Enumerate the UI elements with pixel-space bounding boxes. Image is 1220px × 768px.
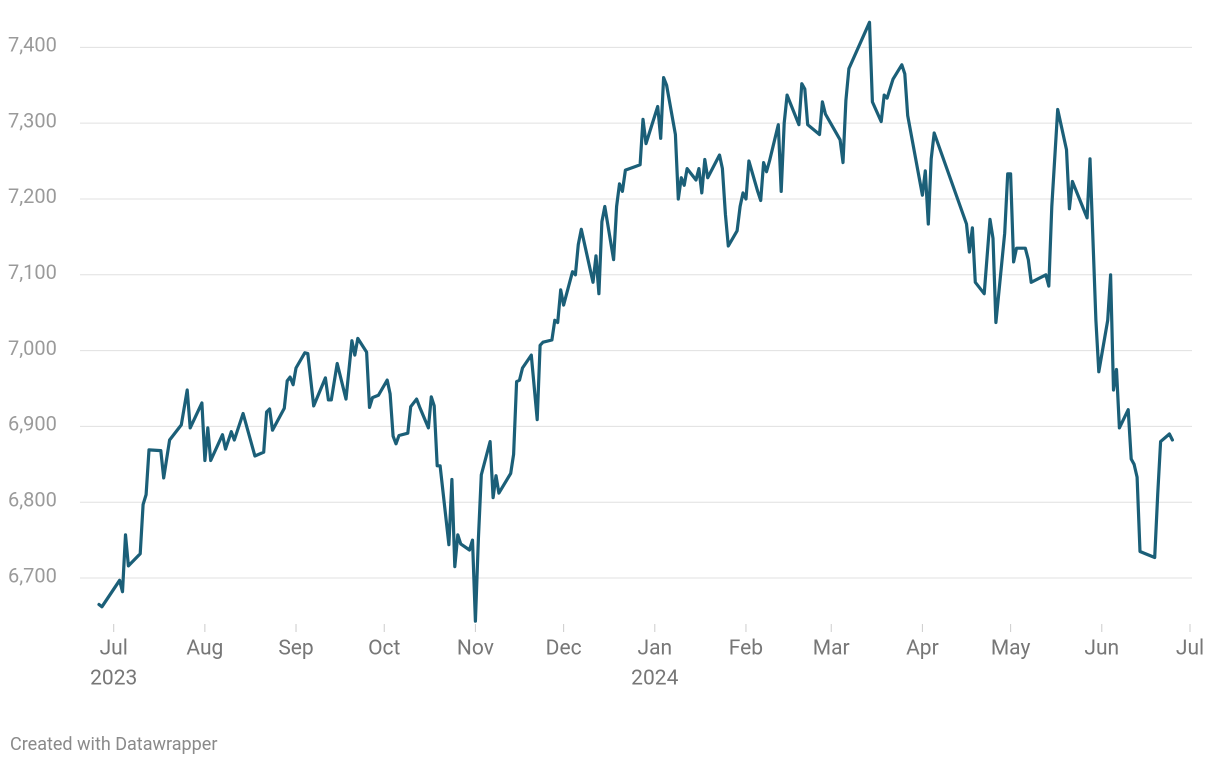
x-tick-label: Mar	[813, 637, 850, 661]
x-tick-label: Oct	[368, 637, 400, 661]
x-tick-label: Aug	[186, 637, 223, 661]
line	[97, 20, 1174, 623]
x-tick-label: Nov	[457, 637, 494, 661]
y-tick-label: 6,800	[8, 487, 57, 511]
y-tick-label: 7,100	[8, 260, 57, 284]
y-tick-label: 7,300	[8, 108, 57, 132]
y-tick-label: 6,700	[8, 563, 57, 587]
x-tick-label: Jul	[100, 637, 128, 661]
x-tick-label: Jun	[1084, 637, 1119, 661]
x-tick-label: Feb	[729, 637, 763, 661]
x-year-label: 2024	[631, 667, 678, 691]
y-tick-label: 7,200	[8, 184, 57, 208]
y-tick-label: 7,400	[8, 33, 57, 57]
x-tick-label: Sep	[278, 637, 313, 661]
x-tick-label: Jul	[1176, 637, 1204, 661]
x-year-label: 2023	[90, 667, 137, 691]
y-tick-label: 7,000	[8, 336, 57, 360]
y-tick-label: 6,900	[8, 412, 57, 436]
x-tick-label: May	[991, 637, 1031, 661]
x-tick-label: Apr	[906, 637, 939, 661]
footer: Created with Datawrapper	[10, 734, 217, 755]
x-tick-label: Jan	[637, 637, 672, 661]
x-tick-label: Dec	[546, 637, 582, 661]
